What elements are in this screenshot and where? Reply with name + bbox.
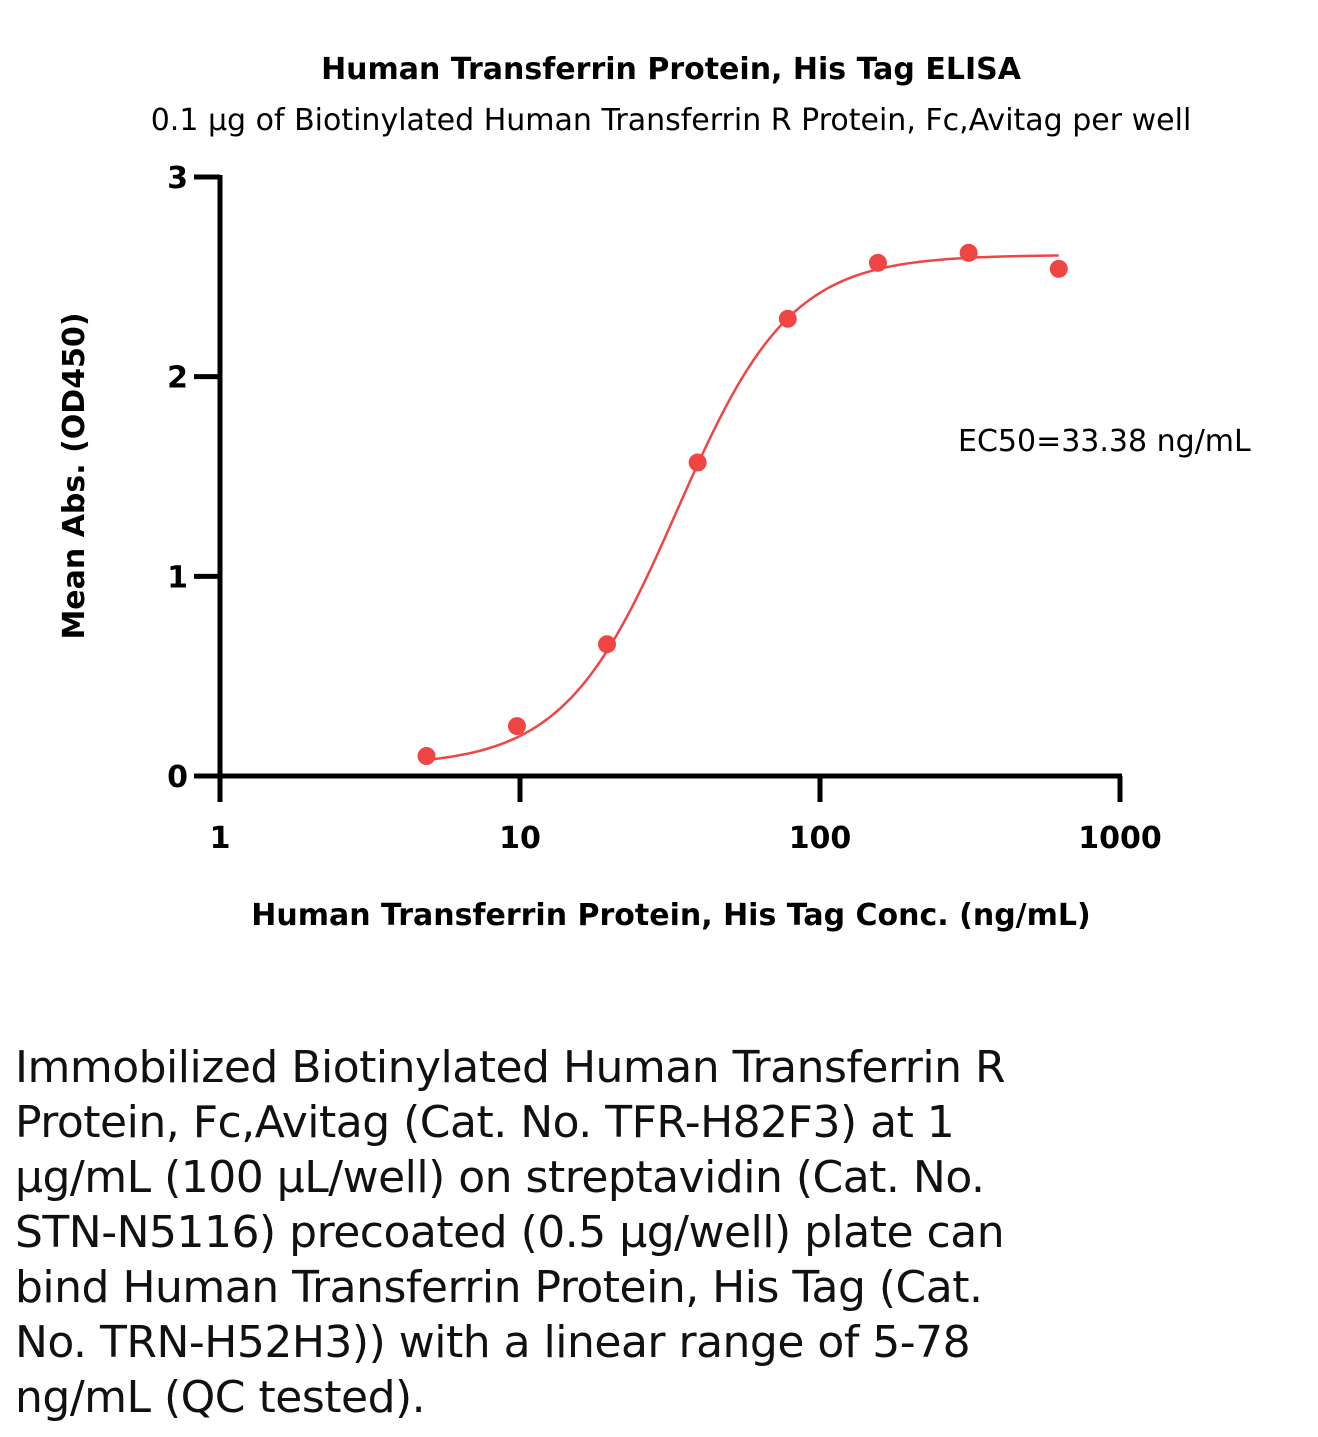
y-tick-label: 1 <box>167 560 188 595</box>
figure-caption: Immobilized Biotinylated Human Transferr… <box>15 1040 1135 1425</box>
caption-line: µg/mL (100 µL/well) on streptavidin (Cat… <box>15 1152 985 1203</box>
x-tick-label: 1 <box>210 821 231 856</box>
elisa-chart: Human Transferrin Protein, His Tag ELISA… <box>57 52 1251 933</box>
data-point <box>417 747 436 766</box>
y-tick-label: 0 <box>167 760 188 795</box>
x-tick-label: 10 <box>499 821 541 856</box>
data-point <box>778 309 797 328</box>
chart-title: Human Transferrin Protein, His Tag ELISA <box>321 52 1022 87</box>
data-point <box>1049 259 1068 278</box>
axis-ticks <box>194 174 1123 802</box>
ec50-annotation: EC50=33.38 ng/mL <box>958 424 1251 459</box>
data-point <box>507 717 526 736</box>
caption-line: bind Human Transferrin Protein, His Tag … <box>15 1262 983 1313</box>
caption-line: ng/mL (QC tested). <box>15 1372 426 1423</box>
x-tick-label: 1000 <box>1078 821 1162 856</box>
fit-curve <box>426 254 1059 762</box>
x-tick-label: 100 <box>789 821 852 856</box>
caption-line: STN-N5116) precoated (0.5 µg/well) plate… <box>15 1207 1005 1258</box>
chart-axes <box>197 175 1122 779</box>
data-point <box>959 243 978 262</box>
data-point <box>868 253 887 272</box>
data-points <box>417 243 1068 766</box>
caption-line: Protein, Fc,Avitag (Cat. No. TFR-H82F3) … <box>15 1097 955 1148</box>
caption-line: No. TRN-H52H3)) with a linear range of 5… <box>15 1317 971 1368</box>
chart-subtitle: 0.1 µg of Biotinylated Human Transferrin… <box>151 103 1192 138</box>
y-tick-label: 3 <box>167 161 188 196</box>
data-point <box>688 453 707 472</box>
x-axis-label: Human Transferrin Protein, His Tag Conc.… <box>251 898 1090 933</box>
caption-line: Immobilized Biotinylated Human Transferr… <box>15 1042 1006 1093</box>
y-tick-label: 2 <box>167 361 188 396</box>
y-axis-label: Mean Abs. (OD450) <box>57 312 92 639</box>
data-point <box>598 635 617 654</box>
